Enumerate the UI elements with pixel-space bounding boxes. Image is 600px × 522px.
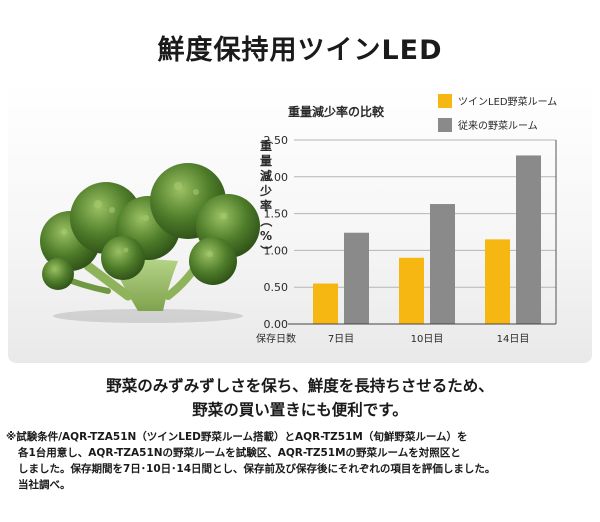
caption-line-2: 野菜の買い置きにも便利です。	[192, 401, 408, 419]
chart-title: 重量減少率の比較	[288, 104, 385, 119]
x-categories: 7日目 10日目 14日目	[328, 334, 530, 345]
bars	[313, 155, 541, 324]
y-axis-label-char: （	[259, 215, 274, 227]
caption-line-1: 野菜のみずみずしさを保ち、鮮度を長持ちさせるため、	[106, 377, 494, 395]
legend-label-1: 従来の野菜ルーム	[458, 119, 538, 132]
y-tick-label: 0.50	[264, 281, 289, 294]
footnote: ※試験条件/AQR-TZA51N（ツインLED野菜ルーム搭載）とAQR-TZ51…	[6, 429, 598, 493]
x-category-label: 7日目	[328, 334, 354, 345]
x-category-label: 10日目	[411, 334, 444, 345]
footnote-line-2: 各1台用意し、AQR-TZA51Nの野菜ルームを試験区、AQR-TZ51Mの野菜…	[18, 447, 461, 459]
y-tick-label: 0.00	[264, 318, 289, 331]
y-axis-label-char: 量	[260, 154, 272, 168]
footnote-line-3: しました。保存期間を7日･10日･14日間とし、保存前及び保存後にそれぞれの項目…	[18, 463, 496, 475]
bar-conventional	[344, 232, 369, 324]
y-tick-label: 2.50	[264, 134, 289, 147]
y-axis-label-char: ）	[259, 245, 274, 257]
y-axis-label-char: %	[260, 229, 272, 243]
y-axis-label-char: 減	[260, 168, 272, 183]
y-axis-label-char: 重	[260, 138, 272, 153]
caption: 野菜のみずみずしさを保ち、鮮度を長持ちさせるため、 野菜の買い置きにも便利です。	[0, 374, 600, 422]
y-tick-label: 1.50	[264, 208, 289, 221]
y-tick-label: 1.00	[264, 244, 289, 257]
gridlines	[294, 139, 556, 288]
y-axis-label-char: 率	[260, 198, 272, 213]
legend-label-0: ツインLED野菜ルーム	[458, 96, 557, 108]
y-tick-label: 2.00	[264, 171, 289, 184]
bar-conventional	[430, 204, 455, 324]
bar-conventional	[516, 155, 541, 324]
y-axis-label-char: 少	[259, 183, 272, 198]
bar-chart: 重量減少率の比較 ツインLED野菜ルーム 従来の野菜ルーム 重量減少率 （% ） 0…	[256, 94, 557, 345]
chart-panel: 重量減少率の比較 ツインLED野菜ルーム 従来の野菜ルーム 重量減少率 （% ） 0…	[8, 80, 592, 363]
x-axis-label: 保存日数	[256, 332, 296, 345]
bar-twin-led	[399, 257, 424, 324]
y-axis-label: 重量減少率 （% ）	[259, 138, 274, 257]
bar-twin-led	[485, 239, 510, 324]
bar-twin-led	[313, 283, 338, 324]
legend: ツインLED野菜ルーム 従来の野菜ルーム	[438, 94, 557, 132]
broccoli-image	[40, 163, 260, 323]
x-category-label: 14日目	[497, 334, 530, 345]
footnote-line-4: 当社調べ。	[18, 479, 71, 491]
legend-swatch-0	[438, 94, 452, 108]
y-ticks: 0.00 0.50 1.00 1.50 2.00 2.50	[264, 134, 289, 331]
legend-swatch-1	[438, 118, 452, 132]
footnote-line-1: ※試験条件/AQR-TZA51N（ツインLED野菜ルーム搭載）とAQR-TZ51…	[6, 431, 468, 443]
page-title: 鮮度保持用ツインLED	[157, 35, 443, 66]
